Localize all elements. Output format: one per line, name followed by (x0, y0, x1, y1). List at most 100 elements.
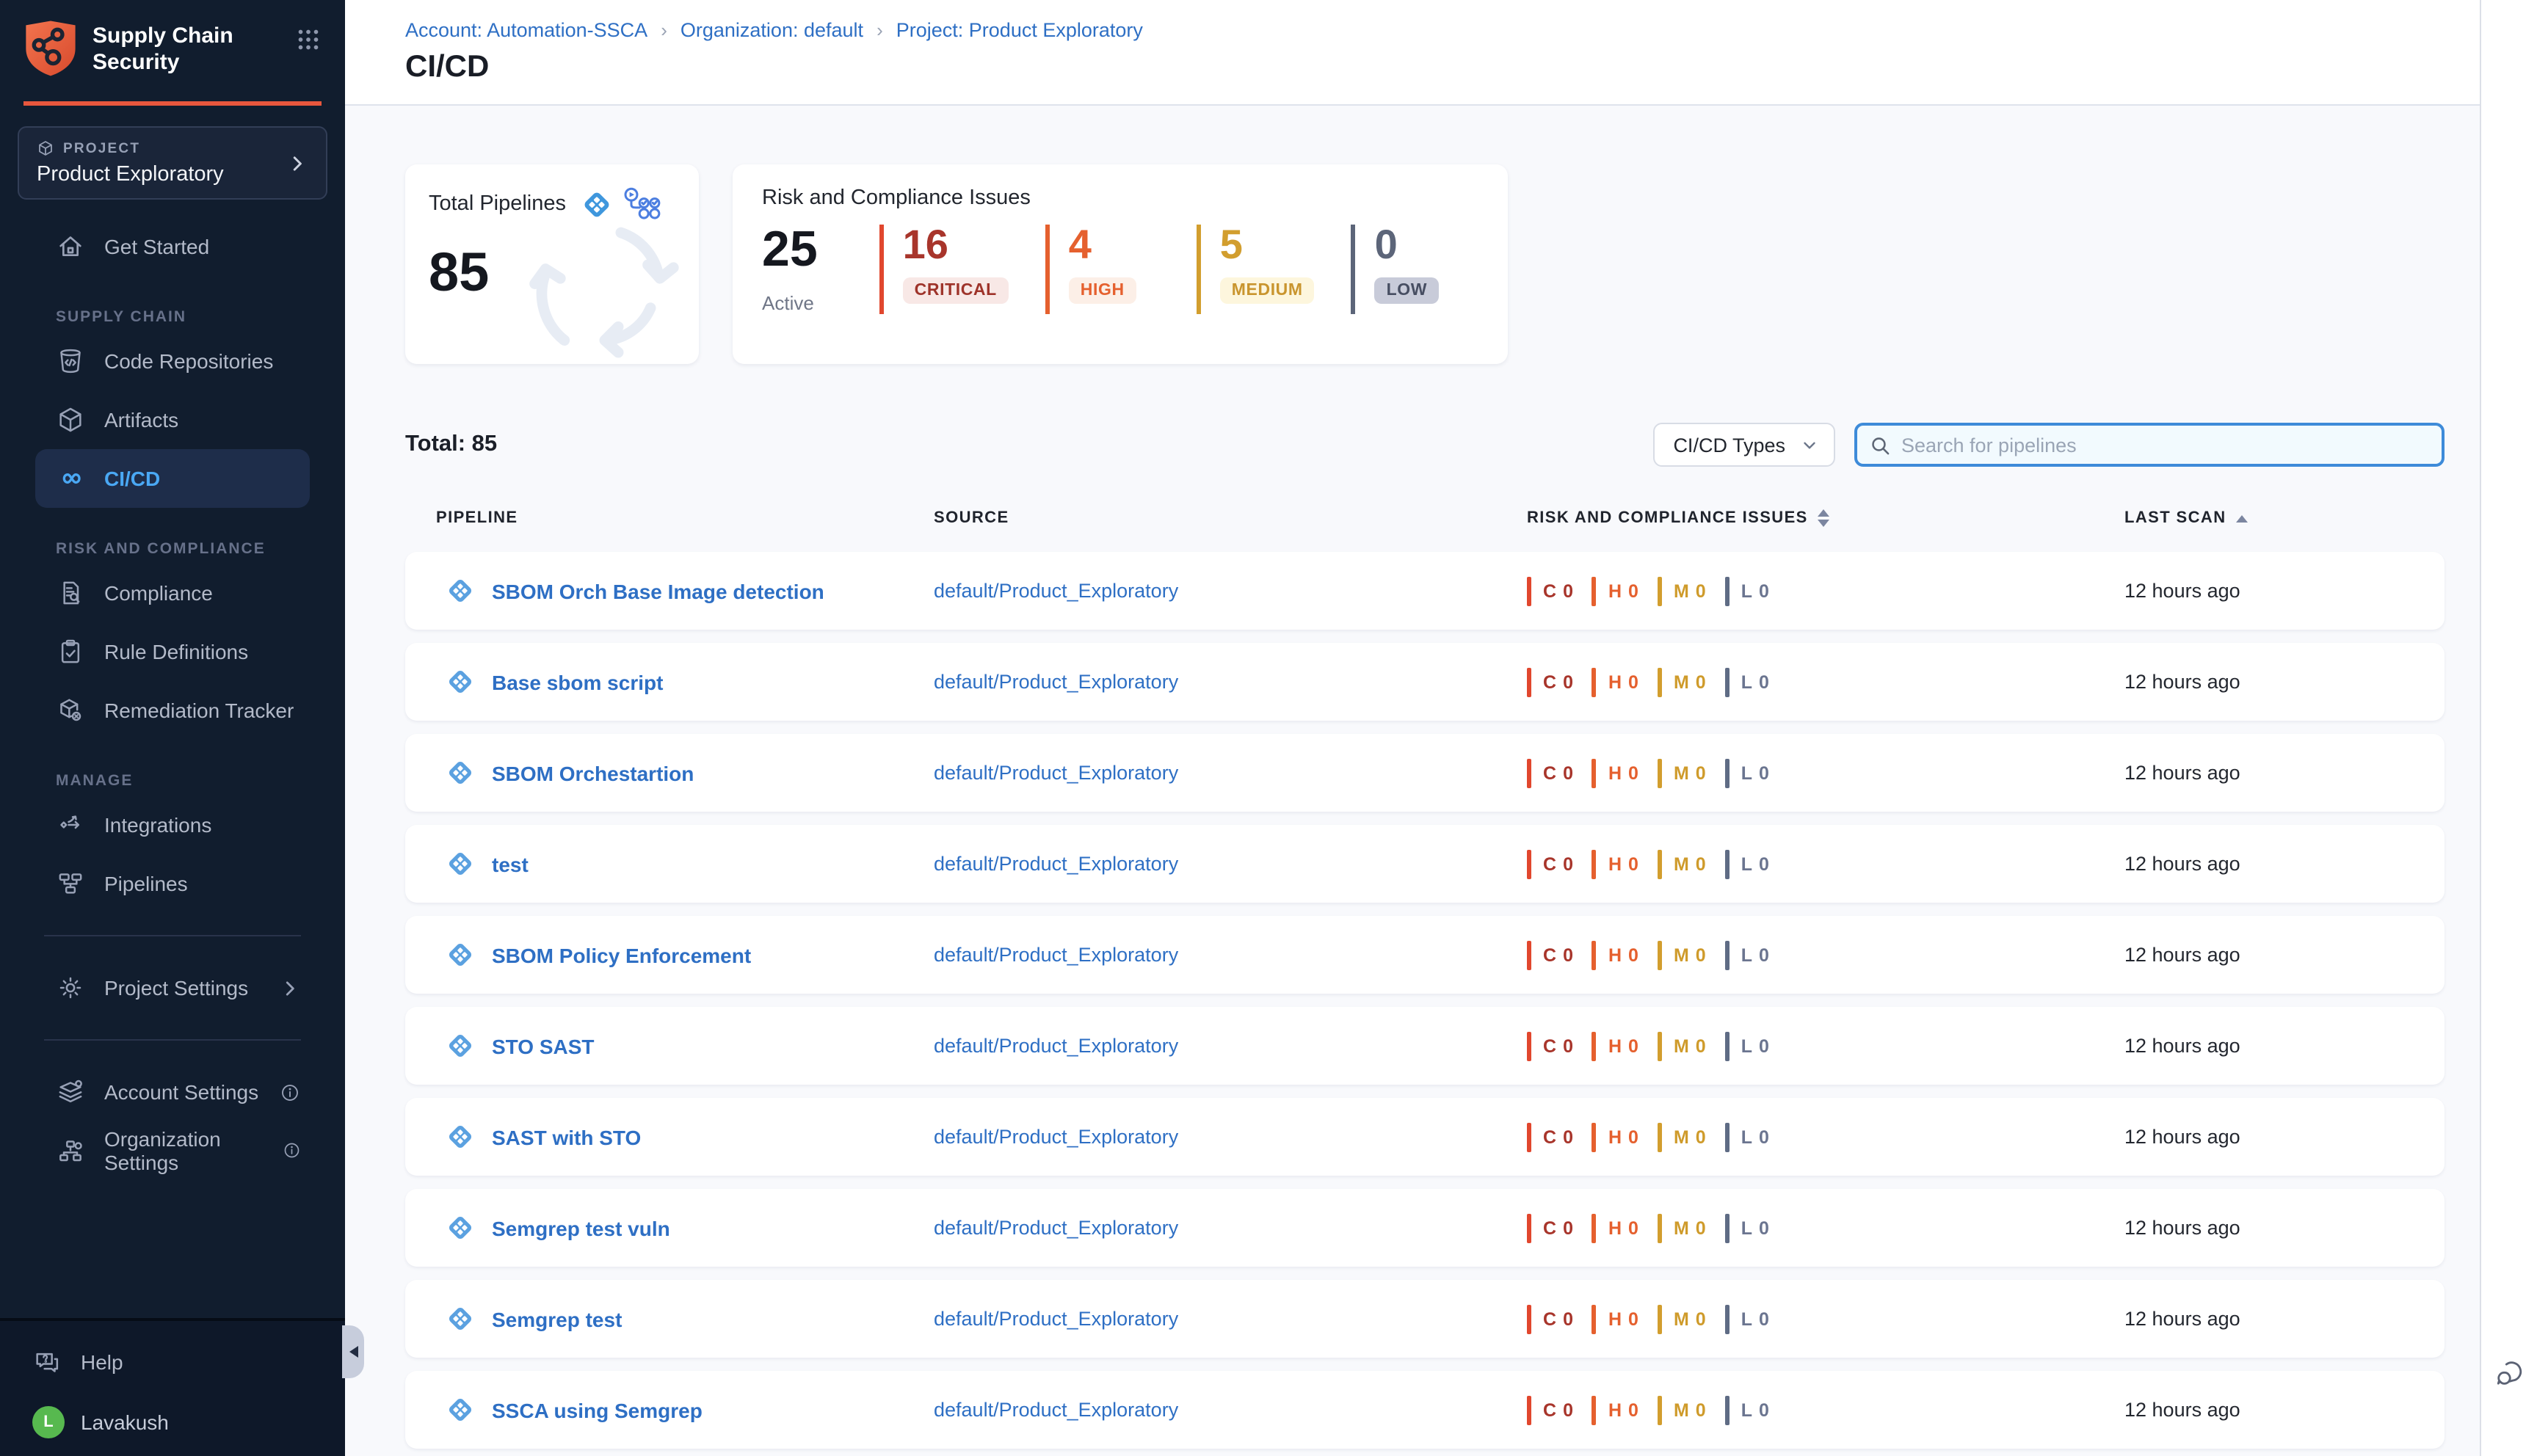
table-row[interactable]: Semgrep test vuln default/Product_Explora… (405, 1189, 2445, 1267)
sidebar-bottom-panel: Help L Lavakush (0, 1318, 345, 1456)
pipeline-name-link[interactable]: Semgrep test vuln (492, 1216, 670, 1240)
sidebar-item-label: Account Settings (104, 1080, 259, 1104)
breadcrumb-link-0[interactable]: Account: Automation-SSCA (405, 19, 648, 41)
severity-low: 0 LOW (1351, 224, 1466, 314)
table-row[interactable]: Base sbom script default/Product_Explorat… (405, 643, 2445, 721)
pipeline-source-link[interactable]: default/Product_Exploratory (934, 944, 1179, 966)
table-row[interactable]: SAST with STO default/Product_Exploratory… (405, 1098, 2445, 1176)
sidebar-item-account-settings[interactable]: Account Settings (23, 1063, 322, 1121)
user-menu[interactable]: L Lavakush (0, 1406, 345, 1438)
search-input[interactable] (1901, 434, 2430, 456)
severity-count: 0 (1563, 762, 1573, 783)
sidebar-item-label: Project Settings (104, 976, 249, 1000)
pipeline-name-link[interactable]: SBOM Orch Base Image detection (492, 579, 824, 603)
severity-count: 0 (1758, 1035, 1769, 1056)
pipeline-name-link[interactable]: Semgrep test (492, 1307, 623, 1331)
help-button[interactable]: Help (0, 1336, 345, 1388)
active-issues-count: 25 (762, 222, 818, 277)
user-name: Lavakush (81, 1410, 169, 1434)
pipeline-source-link[interactable]: default/Product_Exploratory (934, 1126, 1179, 1148)
severity-bar (1591, 1031, 1597, 1060)
pipeline-name-link[interactable]: SAST with STO (492, 1125, 642, 1149)
supply-chain-security-logo-icon (23, 19, 78, 79)
severity-count: 0 (1695, 1217, 1706, 1238)
severity-count: 0 (1628, 1399, 1638, 1420)
severity-bar (1591, 1122, 1597, 1151)
severity-count: 0 (1628, 853, 1638, 874)
severity-count: 0 (1628, 671, 1638, 692)
sidebar-collapse-handle[interactable] (342, 1325, 364, 1378)
severity-count: 0 (1695, 1308, 1706, 1329)
severity-count: 0 (1758, 580, 1769, 601)
severity-letter: L (1741, 671, 1753, 692)
severity-bar (1527, 1395, 1531, 1424)
pipeline-source-link[interactable]: default/Product_Exploratory (934, 762, 1179, 784)
app-grid-icon[interactable] (295, 26, 322, 53)
total-count-label: Total: 85 (405, 432, 498, 456)
severity-letter: H (1608, 1399, 1623, 1420)
column-risk-issues[interactable]: RISK AND COMPLIANCE ISSUES (1527, 509, 2124, 527)
table-row[interactable]: SBOM Policy Enforcement default/Product_E… (405, 916, 2445, 994)
severity-letter: M (1673, 671, 1690, 692)
table-row[interactable]: SSCA using Semgrep default/Product_Explor… (405, 1371, 2445, 1449)
gear-icon (56, 973, 85, 1002)
pipeline-source-link[interactable]: default/Product_Exploratory (934, 853, 1179, 875)
pipeline-cell: SAST with STO (405, 1121, 934, 1152)
table-row[interactable]: SBOM Orch Base Image detection default/Pr… (405, 552, 2445, 630)
collapse-left-arrow-icon (349, 1346, 357, 1358)
severity-bar (1527, 667, 1531, 696)
pipeline-source-link[interactable]: default/Product_Exploratory (934, 1399, 1179, 1421)
pipeline-name-link[interactable]: STO SAST (492, 1034, 595, 1058)
sidebar-item-remediation-tracker[interactable]: Remediation Tracker (23, 681, 322, 740)
severity-letter: C (1543, 1399, 1558, 1420)
sidebar-item-ci-cd[interactable]: CI/CD (35, 449, 310, 508)
pipeline-name-link[interactable]: SSCA using Semgrep (492, 1398, 703, 1422)
project-selector[interactable]: PROJECT Product Exploratory (18, 126, 327, 200)
sidebar-item-organization-settings[interactable]: Organization Settings (23, 1121, 322, 1180)
pipeline-name-link[interactable]: test (492, 852, 529, 876)
sidebar-item-rule-definitions[interactable]: Rule Definitions (23, 622, 322, 681)
severity-count: 0 (1628, 1308, 1638, 1329)
sidebar-item-artifacts[interactable]: Artifacts (23, 390, 322, 449)
pipeline-name-link[interactable]: Base sbom script (492, 670, 664, 694)
table-row[interactable]: test default/Product_Exploratory C 0 H 0 M 0 L 0 1… (405, 825, 2445, 903)
sidebar-item-label: Rule Definitions (104, 640, 249, 663)
chevron-right-icon (286, 152, 308, 174)
table-row[interactable]: STO SAST default/Product_Exploratory C 0 H 0 M… (405, 1007, 2445, 1085)
cicd-infinity-icon (56, 464, 85, 493)
sidebar-item-pipelines[interactable]: Pipelines (23, 854, 322, 913)
breadcrumb-link-1[interactable]: Organization: default (680, 19, 864, 41)
sidebar-item-get-started[interactable]: Get Started (23, 217, 322, 276)
sidebar-item-code-repositories[interactable]: Code Repositories (23, 332, 322, 390)
breadcrumb-link-2[interactable]: Project: Product Exploratory (896, 19, 1143, 41)
column-last-scan[interactable]: LAST SCAN (2124, 509, 2445, 527)
cicd-types-dropdown[interactable]: CI/CD Types (1652, 423, 1835, 467)
sidebar-item-label: Organization Settings (104, 1127, 221, 1174)
pipeline-diamond-icon (445, 848, 476, 879)
sidebar-item-project-settings[interactable]: Project Settings (23, 958, 322, 1017)
severity-badge: HIGH (1068, 277, 1136, 304)
severity-bar (1527, 1304, 1531, 1333)
table-row[interactable]: Semgrep test default/Product_Exploratory C… (405, 1280, 2445, 1358)
pipeline-source-link[interactable]: default/Product_Exploratory (934, 671, 1179, 693)
chat-support-icon[interactable] (2494, 1358, 2525, 1388)
pipeline-source-link[interactable]: default/Product_Exploratory (934, 1308, 1179, 1330)
sidebar-item-integrations[interactable]: Integrations (23, 796, 322, 854)
pipeline-source-link[interactable]: default/Product_Exploratory (934, 580, 1179, 602)
severity-bar (1724, 1122, 1730, 1151)
sidebar-item-compliance[interactable]: Compliance (23, 564, 322, 622)
severity-letter: C (1543, 1035, 1558, 1056)
severity-bar (1527, 1213, 1531, 1242)
severity-letter: M (1673, 853, 1690, 874)
severity-letter: H (1608, 1126, 1623, 1147)
severity-letter: L (1741, 1217, 1753, 1238)
table-row[interactable]: SBOM Orchestartion default/Product_Explor… (405, 734, 2445, 812)
pipeline-name-link[interactable]: SBOM Orchestartion (492, 761, 694, 785)
pipeline-source-link[interactable]: default/Product_Exploratory (934, 1217, 1179, 1239)
pipeline-name-link[interactable]: SBOM Policy Enforcement (492, 943, 752, 967)
sort-updown-icon[interactable] (1818, 509, 1830, 527)
pipeline-source-link[interactable]: default/Product_Exploratory (934, 1035, 1179, 1057)
